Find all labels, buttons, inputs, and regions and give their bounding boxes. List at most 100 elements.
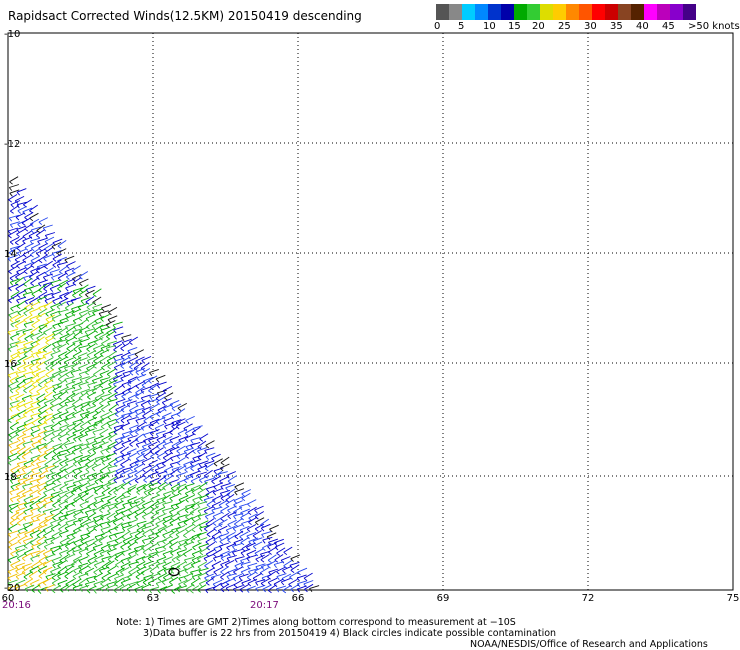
wind-barb-tick xyxy=(162,540,166,545)
wind-barb-tick xyxy=(149,396,153,400)
wind-barb xyxy=(213,523,223,529)
wind-barb-tick xyxy=(17,534,21,538)
wind-barb-tick xyxy=(36,403,41,407)
wind-barb-tick xyxy=(66,348,71,352)
wind-barb xyxy=(205,440,215,446)
wind-barb-tick xyxy=(183,535,187,539)
wind-barb-tick xyxy=(127,457,132,461)
wind-barb-tick xyxy=(176,588,180,593)
wind-barb-tick xyxy=(121,512,125,516)
wind-barb xyxy=(148,551,159,555)
wind-barb-tick xyxy=(128,414,132,418)
wind-barb xyxy=(30,579,40,585)
wind-barb xyxy=(136,447,147,453)
wind-barb xyxy=(157,470,168,475)
wind-barb xyxy=(87,585,97,591)
wind-barb-tick xyxy=(37,584,42,588)
wind-barb xyxy=(79,376,90,380)
wind-barb-tick xyxy=(227,553,231,557)
wind-barb-tick xyxy=(7,559,12,564)
wind-barb xyxy=(297,580,308,585)
wind-barb xyxy=(155,519,165,525)
wind-barb-tick xyxy=(184,432,189,437)
wind-barb xyxy=(31,525,41,531)
wind-barb-tick xyxy=(8,271,12,275)
wind-barb-tick xyxy=(275,588,280,593)
wind-barb-tick xyxy=(44,252,49,256)
wind-barb xyxy=(162,577,172,583)
wind-barb xyxy=(43,391,53,399)
wind-barb-tick xyxy=(135,371,139,376)
wind-barb xyxy=(59,386,69,392)
wind-barb xyxy=(120,374,131,379)
wind-barb xyxy=(36,475,46,482)
wind-barb xyxy=(112,321,123,326)
wind-barb xyxy=(225,498,235,505)
wind-barb xyxy=(134,511,144,518)
wind-barb xyxy=(135,356,145,362)
wind-barb xyxy=(30,259,40,266)
wind-barb-tick xyxy=(65,341,70,345)
wind-barb xyxy=(85,459,95,465)
wind-barb xyxy=(93,471,103,477)
wind-barb xyxy=(241,489,251,495)
wind-barb xyxy=(10,412,21,417)
wind-barb xyxy=(85,375,95,381)
wind-barb xyxy=(282,584,292,591)
wind-barb xyxy=(17,355,27,362)
wind-barb-tick xyxy=(240,571,245,576)
wind-barb xyxy=(129,405,139,411)
wind-barb xyxy=(24,523,34,529)
wind-barb xyxy=(99,416,109,422)
wind-barb-tick xyxy=(78,438,82,442)
wind-barb xyxy=(233,538,244,544)
wind-barb xyxy=(44,458,54,465)
wind-barb xyxy=(30,454,41,460)
wind-barb xyxy=(65,541,75,547)
wind-barb xyxy=(23,199,33,206)
wind-barb xyxy=(58,351,68,357)
wind-barb-tick xyxy=(36,235,40,239)
wind-barb xyxy=(234,488,245,493)
wind-barb xyxy=(92,506,103,512)
wind-barb xyxy=(23,540,33,547)
wind-barb xyxy=(121,508,131,514)
wind-barb xyxy=(142,406,152,411)
wind-barb xyxy=(66,445,76,451)
wind-barb xyxy=(16,465,27,471)
wind-barb-tick xyxy=(94,491,99,495)
wind-barb-tick xyxy=(50,402,54,406)
wind-barb-tick xyxy=(79,588,83,592)
wind-barb-tick xyxy=(24,528,28,532)
wind-barb xyxy=(254,566,264,572)
wind-barb xyxy=(58,398,68,405)
wind-barb xyxy=(142,442,152,447)
wind-barb-tick xyxy=(108,438,113,442)
wind-barb xyxy=(127,448,137,454)
wind-barb xyxy=(43,301,53,308)
wind-barb-tick xyxy=(191,518,195,522)
wind-barb xyxy=(43,440,53,447)
wind-barb-tick xyxy=(121,536,126,540)
wind-barb-tick xyxy=(38,384,42,388)
wind-barb-tick xyxy=(23,349,27,354)
wind-barb xyxy=(140,447,151,454)
wind-barb-tick xyxy=(44,337,49,342)
wind-barb xyxy=(203,496,214,501)
wind-barb-tick xyxy=(80,392,84,396)
wind-barb-tick xyxy=(7,331,11,336)
wind-barb-tick xyxy=(140,427,145,431)
wind-barb-tick xyxy=(225,587,230,592)
wind-barb-tick xyxy=(108,433,112,437)
wind-barb xyxy=(16,451,26,458)
wind-barb xyxy=(72,287,83,292)
wind-barb-tick xyxy=(134,462,139,467)
wind-barb-tick xyxy=(72,470,76,474)
wind-barb-tick xyxy=(10,517,15,521)
wind-barb xyxy=(157,586,168,591)
wind-barb xyxy=(44,260,53,267)
wind-barb-tick xyxy=(234,523,238,527)
wind-barb-tick xyxy=(93,426,97,430)
wind-barb-tick xyxy=(73,521,77,526)
wind-barb-tick xyxy=(52,450,57,455)
